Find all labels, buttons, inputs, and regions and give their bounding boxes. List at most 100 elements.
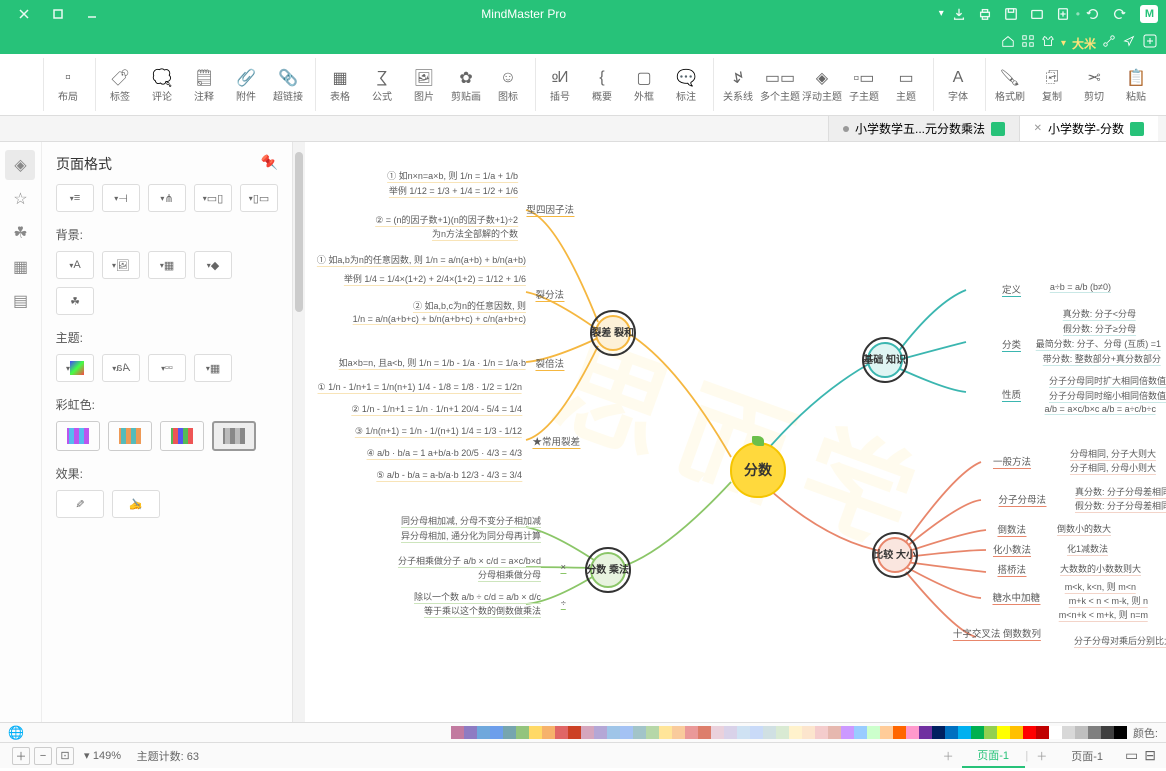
layout-option[interactable]: ≡▾ [56,184,94,212]
ribbon-copy[interactable]: ⎘复制 [1032,58,1072,112]
color-swatch[interactable] [919,726,932,739]
maximize-icon[interactable] [43,4,73,24]
color-swatch[interactable] [906,726,919,739]
qat-connect-icon[interactable] [1102,34,1116,53]
zoom-dropdown[interactable]: 149% ▾ [84,749,121,762]
color-swatch[interactable] [737,726,750,739]
color-swatch[interactable] [581,726,594,739]
color-swatch[interactable] [607,726,620,739]
ribbon-theme[interactable]: ▭主题 [886,58,926,112]
effect-hand-icon[interactable]: ✍ [112,490,160,518]
color-swatch[interactable] [685,726,698,739]
ribbon-btn[interactable]: ▫布局 [48,58,88,112]
color-swatch[interactable] [1114,726,1127,739]
ribbon-note[interactable]: 🗒注释 [184,58,224,112]
color-swatch[interactable] [1023,726,1036,739]
color-swatch[interactable] [867,726,880,739]
color-swatch[interactable] [789,726,802,739]
color-swatch[interactable] [750,726,763,739]
color-swatch[interactable] [802,726,815,739]
color-swatch[interactable] [828,726,841,739]
color-swatch[interactable] [1049,726,1062,739]
qat-home-icon[interactable] [1001,34,1015,53]
strip-format-icon[interactable]: ◈ [6,150,36,180]
color-swatch[interactable] [594,726,607,739]
redo-icon[interactable] [1081,4,1105,24]
color-swatch[interactable] [711,726,724,739]
undo-icon[interactable] [1107,4,1131,24]
color-swatch[interactable] [451,726,464,739]
color-swatch[interactable] [893,726,906,739]
ribbon-insnum[interactable]: №插号 [540,58,580,112]
color-swatch[interactable] [529,726,542,739]
color-swatch[interactable] [555,726,568,739]
ribbon-attach[interactable]: 📎附件 [226,58,266,112]
globe-icon[interactable]: 🌐 [8,725,24,741]
theme-option[interactable]: Aa▾ [102,354,140,382]
color-swatch[interactable] [659,726,672,739]
color-swatch[interactable] [776,726,789,739]
color-swatch[interactable] [997,726,1010,739]
ribbon-rel[interactable]: ↯关系线 [718,58,758,112]
ribbon-formula[interactable]: ∑公式 [362,58,402,112]
ribbon-callout[interactable]: 💬标注 [666,58,706,112]
layout-option[interactable]: ⊢▾ [102,184,140,212]
ribbon-icon[interactable]: ☺图标 [488,58,528,112]
color-swatch[interactable] [1101,726,1114,739]
export-icon[interactable] [947,4,971,24]
canvas[interactable]: 学而思 [293,142,1166,722]
node-mult[interactable]: 分数 乘法 [585,547,631,593]
color-swatch[interactable] [568,726,581,739]
leaf[interactable]: 定义 [1002,282,1021,297]
open-icon[interactable] [1025,4,1049,24]
color-swatch[interactable] [620,726,633,739]
color-swatch[interactable] [945,726,958,739]
bg-option[interactable]: A▾ [56,251,94,279]
layout-option[interactable]: ▯▭▾ [194,184,232,212]
ribbon-multi[interactable]: ▭▭多个主题 [760,58,800,112]
theme-color-option[interactable]: ▾ [56,354,94,382]
color-swatch[interactable] [1075,726,1088,739]
color-swatch[interactable] [672,726,685,739]
ribbon-table[interactable]: ▦表格 [320,58,360,112]
color-swatch[interactable] [984,726,997,739]
color-swatch[interactable] [503,726,516,739]
strip-clover-icon[interactable]: ☘ [6,218,36,248]
color-swatch[interactable] [542,726,555,739]
close-icon[interactable] [9,4,39,24]
ribbon-float[interactable]: ◈浮动主题 [802,58,842,112]
color-swatch[interactable] [854,726,867,739]
bg-option[interactable]: 🖼▾ [102,251,140,279]
add-page-icon[interactable]: ＋ [935,745,962,767]
color-swatch[interactable] [880,726,893,739]
ribbon-summary[interactable]: }概要 [582,58,622,112]
page-tab[interactable]: 页面-1 [1055,745,1119,767]
ribbon-brush[interactable]: 🖌格式刷 [990,58,1030,112]
minimize-icon[interactable] [77,4,107,24]
new-icon[interactable] [1051,4,1075,24]
ribbon-cut[interactable]: ✂剪切 [1074,58,1114,112]
node-split[interactable]: 裂差 裂和 [590,310,636,356]
page-tab-active[interactable]: 页面-1 [962,744,1026,768]
add-page-icon[interactable]: ＋ [1028,745,1055,767]
color-swatch[interactable] [646,726,659,739]
color-swatch[interactable] [516,726,529,739]
rainbow-swatch[interactable] [56,421,100,451]
color-swatch[interactable] [490,726,503,739]
color-swatch[interactable] [1062,726,1075,739]
strip-star-icon[interactable]: ☆ [6,184,36,214]
color-swatch[interactable] [698,726,711,739]
effect-pen-icon[interactable]: ✎ [56,490,104,518]
bg-clover-icon[interactable]: ☘ [56,287,94,315]
ribbon-sub[interactable]: ▭▫子主题 [844,58,884,112]
node-compare[interactable]: 比较 大小 [872,532,918,578]
theme-option[interactable]: ▫▫▾ [148,354,186,382]
zoom-in-icon[interactable]: ＋ [12,747,30,765]
strip-cal-icon[interactable]: ▦ [6,252,36,282]
color-swatch[interactable] [932,726,945,739]
save-icon[interactable] [999,4,1023,24]
color-swatch[interactable] [1088,726,1101,739]
rainbow-swatch[interactable] [160,421,204,451]
color-swatch[interactable] [477,726,490,739]
theme-option[interactable]: ▦▾ [194,354,232,382]
